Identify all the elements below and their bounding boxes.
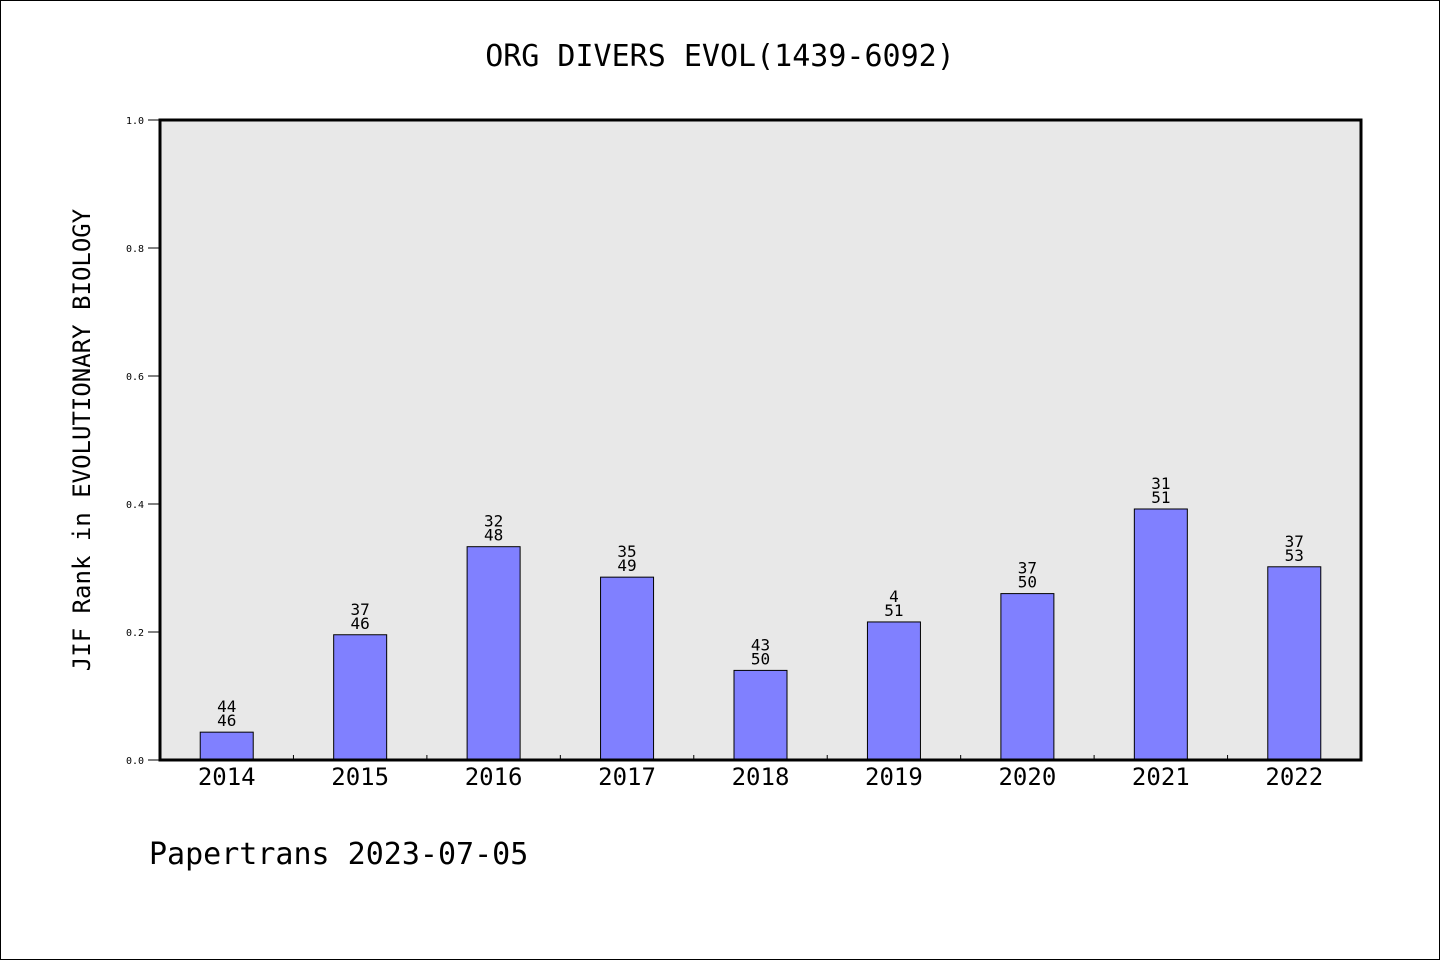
x-tick-label-2017: 2017 bbox=[598, 763, 656, 791]
x-tick-label-2020: 2020 bbox=[998, 763, 1056, 791]
data-label-total-2021: 51 bbox=[1151, 488, 1170, 507]
data-label-rank-2020: 37 bbox=[1018, 559, 1037, 578]
data-label-total-2018: 50 bbox=[751, 649, 770, 668]
data-label-rank-2019: 4 bbox=[889, 587, 899, 606]
bar-2019 bbox=[866, 621, 921, 761]
y-tick-label: 0.2 bbox=[126, 628, 144, 639]
data-label-rank-2021: 31 bbox=[1151, 474, 1170, 493]
bar-2017 bbox=[600, 576, 655, 761]
y-axis-label: JIF Rank in EVOLUTIONARY BIOLOGY bbox=[68, 208, 96, 671]
bar-2016 bbox=[466, 546, 521, 761]
x-tick-label-2022: 2022 bbox=[1265, 763, 1323, 791]
y-tick-label: 1.0 bbox=[126, 116, 144, 127]
chart-title: ORG DIVERS EVOL(1439-6092) bbox=[485, 39, 955, 74]
footer-text: Papertrans 2023-07-05 bbox=[149, 837, 528, 872]
bars-group bbox=[199, 508, 1322, 761]
y-tick-label: 0.6 bbox=[126, 372, 144, 383]
y-tick-label: 0.0 bbox=[126, 756, 144, 767]
x-tick-label-2016: 2016 bbox=[465, 763, 523, 791]
plot-frame bbox=[158, 118, 1363, 762]
y-tick-label: 0.4 bbox=[126, 500, 144, 511]
data-label-total-2022: 53 bbox=[1285, 546, 1304, 565]
data-label-rank-2015: 37 bbox=[351, 600, 370, 619]
data-label-rank-2018: 43 bbox=[751, 635, 770, 654]
x-tick-label-2015: 2015 bbox=[331, 763, 389, 791]
data-label-rank-2017: 35 bbox=[617, 542, 636, 561]
y-ticks-group: 0.0 0.2 0.4 0.6 0.8 1.0 bbox=[126, 116, 160, 767]
bar-2022 bbox=[1267, 566, 1322, 761]
data-label-rank-2022: 37 bbox=[1285, 532, 1304, 551]
bar-2021 bbox=[1133, 508, 1188, 761]
data-label-total-2017: 49 bbox=[617, 556, 636, 575]
data-label-total-2016: 48 bbox=[484, 526, 503, 545]
bar-2015 bbox=[333, 634, 388, 761]
x-tick-label-2021: 2021 bbox=[1132, 763, 1190, 791]
data-label-total-2019: 51 bbox=[884, 601, 903, 620]
data-label-rank-2016: 32 bbox=[484, 512, 503, 531]
x-ticks-group: 2014 2015 2016 2017 2018 2019 2020 2021 2022 bbox=[198, 755, 1323, 791]
data-label-total-2015: 46 bbox=[351, 614, 370, 633]
bar-2014 bbox=[199, 731, 254, 761]
data-label-rank-2014: 44 bbox=[217, 697, 236, 716]
bar-2020 bbox=[1000, 593, 1055, 761]
y-tick-label: 0.8 bbox=[126, 244, 144, 255]
bar-2018 bbox=[733, 669, 788, 761]
x-tick-label-2014: 2014 bbox=[198, 763, 256, 791]
data-label-total-2020: 50 bbox=[1018, 573, 1037, 592]
x-tick-label-2018: 2018 bbox=[732, 763, 790, 791]
data-label-total-2014: 46 bbox=[217, 711, 236, 730]
x-tick-label-2019: 2019 bbox=[865, 763, 923, 791]
